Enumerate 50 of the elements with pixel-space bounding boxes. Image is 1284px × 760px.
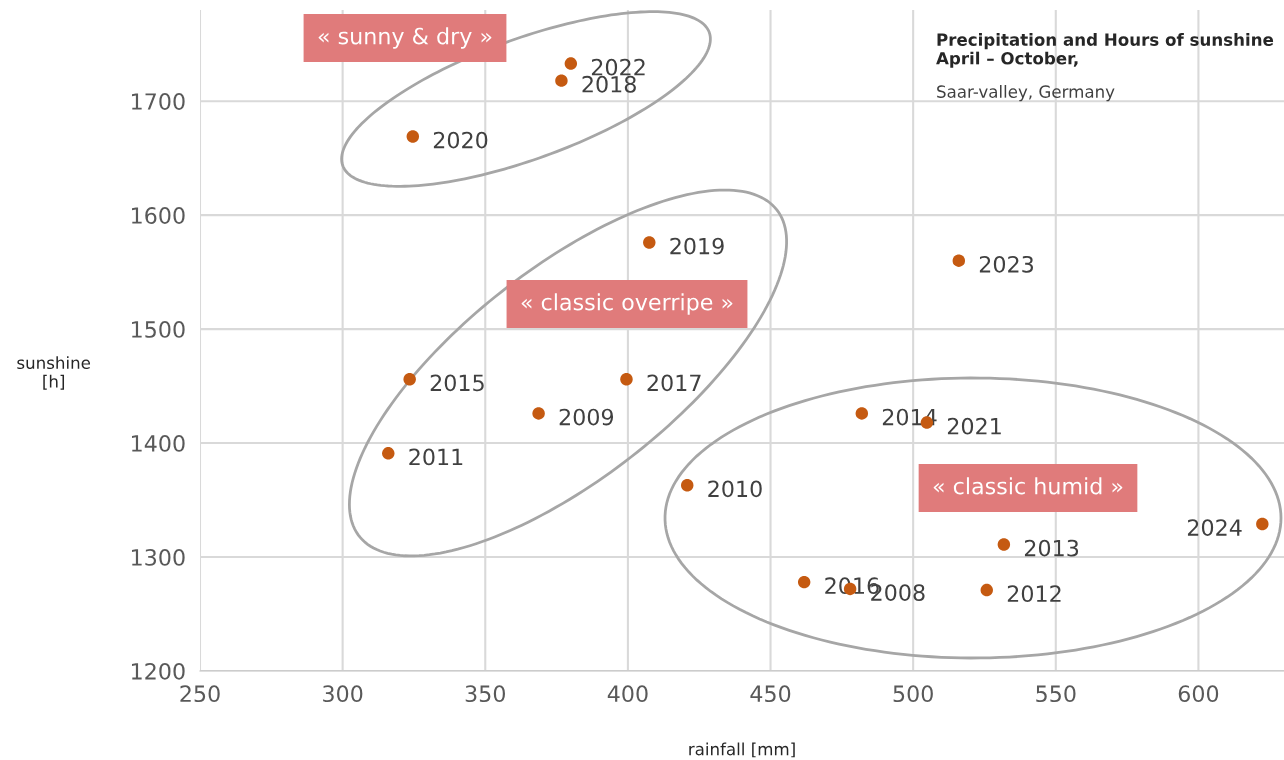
- point: [952, 254, 966, 267]
- x-tick-label: 400: [607, 685, 648, 703]
- annotation: 2010: [708, 480, 762, 498]
- y-tick-label: 1400: [132, 435, 185, 452]
- x-tick-label: 600: [1178, 685, 1219, 703]
- point: [620, 373, 633, 386]
- annotation: 2019: [670, 237, 724, 255]
- annotation: 2011: [409, 448, 463, 466]
- annotation: 2020: [433, 131, 488, 149]
- point: [855, 407, 869, 420]
- point: [532, 407, 545, 420]
- point: [382, 447, 395, 460]
- point: [406, 130, 420, 143]
- x-axis-title: rainfall [mm]: [689, 742, 795, 758]
- y-tick-label: 1700: [132, 93, 185, 110]
- x-tick-label: 250: [180, 685, 220, 703]
- text: Saar-valley, Germany: [937, 85, 1115, 102]
- point: [403, 373, 416, 386]
- annotation: « classic overripe »: [521, 293, 733, 315]
- x-tick-label: 550: [1036, 685, 1076, 703]
- annotation: « sunny & dry »: [318, 27, 492, 49]
- x-tick-label: 300: [323, 685, 363, 703]
- point: [564, 57, 578, 70]
- y-tick-label: 1600: [132, 207, 185, 224]
- point: [681, 479, 694, 492]
- text: Precipitation and Hours of sunshine April – October,: [936, 33, 1274, 68]
- x-tick-label: 500: [893, 685, 933, 703]
- annotation: 2021: [947, 417, 1001, 435]
- annotation: 2023: [979, 255, 1034, 273]
- point: [997, 538, 1011, 551]
- point: [1256, 517, 1269, 531]
- annotation: « classic humid »: [933, 477, 1123, 495]
- y-tick-label: 1300: [132, 548, 185, 566]
- annotation: 2024: [1187, 519, 1242, 536]
- x-tick-label: 350: [465, 685, 505, 703]
- point: [555, 74, 568, 87]
- x-tick-label: 450: [750, 685, 791, 703]
- point: [980, 583, 993, 597]
- annotation: 2013: [1024, 539, 1079, 557]
- annotation: 2009: [559, 408, 614, 426]
- y-tick-label: 1200: [132, 662, 185, 680]
- point: [643, 236, 656, 249]
- annotation: 2018: [582, 75, 636, 93]
- y-tick-label: 1500: [132, 321, 185, 338]
- y-axis-title: sunshine [h]: [17, 356, 91, 390]
- annotation: 2022: [591, 58, 645, 76]
- annotation: 2015: [430, 374, 484, 392]
- point: [797, 575, 811, 589]
- annotation: 2012: [1007, 585, 1061, 603]
- annotation: 2017: [647, 374, 701, 392]
